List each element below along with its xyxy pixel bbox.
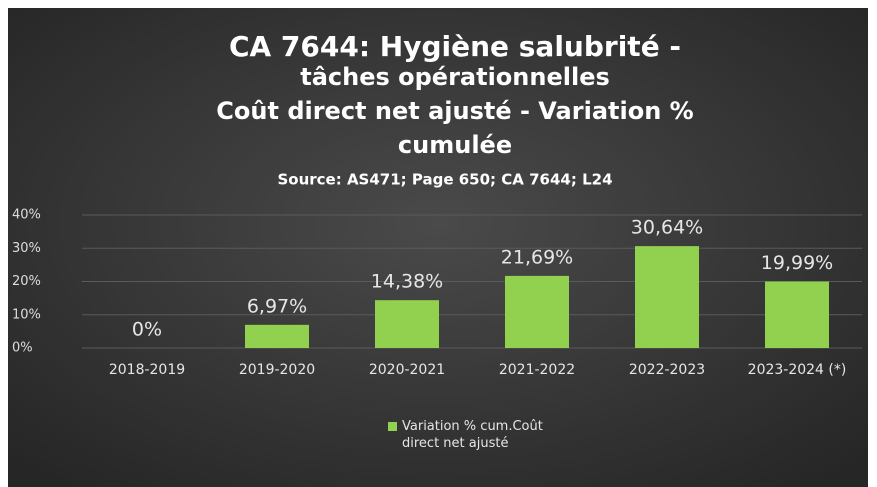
data-label: 0% (132, 319, 162, 341)
chart-title: tâches opérationnelles (300, 63, 610, 91)
y-tick-label: 40% (12, 208, 41, 223)
data-label: 6,97% (247, 295, 307, 317)
chart-title: CA 7644: Hygiène salubrité - (229, 30, 681, 63)
x-tick-label: 2018-2019 (109, 362, 185, 378)
y-tick-label: 0% (12, 341, 33, 356)
x-tick-label: 2023-2024 (*) (748, 362, 847, 378)
bar (765, 281, 829, 348)
y-tick-label: 20% (12, 274, 41, 289)
data-label: 14,38% (371, 271, 443, 293)
y-tick-label: 10% (12, 307, 41, 322)
y-tick-label: 30% (12, 241, 41, 256)
bar (505, 275, 569, 348)
chart-title: cumulée (398, 131, 512, 159)
legend-swatch (388, 422, 397, 431)
bar (635, 246, 699, 348)
x-tick-label: 2022-2023 (629, 362, 705, 378)
x-tick-label: 2021-2022 (499, 362, 575, 378)
legend: Variation % cum.Coût direct net ajusté (388, 418, 548, 452)
chart-subtitle: Source: AS471; Page 650; CA 7644; L24 (277, 171, 612, 189)
chart-background (8, 8, 868, 487)
x-tick-label: 2019-2020 (239, 362, 315, 378)
data-label: 21,69% (501, 246, 573, 268)
chart-title: Coût direct net ajusté - Variation % (216, 97, 693, 125)
bar (375, 300, 439, 348)
bar (245, 324, 309, 348)
data-label: 19,99% (761, 252, 833, 274)
legend-label: Variation % cum.Coût direct net ajusté (402, 419, 543, 451)
data-label: 30,64% (631, 217, 703, 239)
x-tick-label: 2020-2021 (369, 362, 445, 378)
